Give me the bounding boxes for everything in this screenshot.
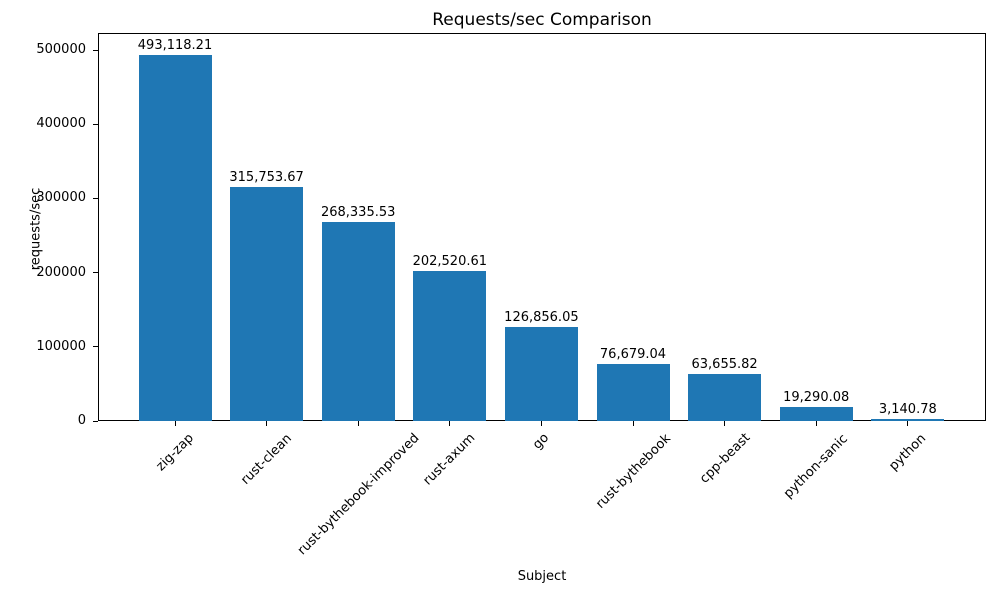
x-tick-mark [174,421,176,426]
y-tick-label: 200000 [36,264,86,280]
y-tick-mark [93,123,98,125]
bar-rust-axum [413,270,487,421]
bar-rust-clean [230,186,304,421]
y-tick-mark [93,272,98,274]
x-tick-label: rust-clean [238,430,295,488]
bar-value-label: 268,335.53 [320,204,396,220]
x-tick-mark [815,421,817,426]
bar-rust-bythebook-improved [321,221,395,421]
x-tick-label: rust-axum [420,431,479,489]
x-tick-label: cpp-beast [696,430,753,488]
x-tick-label: python-sanic [781,431,852,501]
x-tick-mark [632,421,634,426]
y-tick-mark [93,420,98,422]
bar-value-label: 315,753.67 [229,169,304,185]
bar-value-label: 493,118.21 [137,38,213,54]
y-tick-mark [93,346,98,348]
x-tick-mark [907,421,909,426]
bar-go [504,326,578,421]
bar-cpp-beast [688,373,762,421]
y-tick-label: 100000 [36,338,86,354]
plot-area: 493,118.21 315,753.67 268,335.53 202,520.61… [98,33,986,421]
bar-python-sanic [779,406,853,421]
y-tick-label: 500000 [36,42,86,58]
bar-value-label: 76,679.04 [599,347,667,363]
bar-rust-bythebook [596,364,670,421]
x-tick-mark [540,421,542,426]
bar-value-label: 19,290.08 [783,389,850,405]
bar-value-label: 63,655.82 [691,356,758,372]
x-tick-label: zig-zap [153,430,197,475]
chart-title: Requests/sec Comparison [432,10,652,30]
x-tick-mark [724,421,726,426]
bar-python [871,418,945,421]
bar-value-label: 202,520.61 [412,253,488,269]
y-tick-mark [93,49,98,51]
y-tick-mark [93,197,98,199]
x-tick-mark [266,421,268,426]
y-tick-label: 0 [77,413,86,428]
x-tick-mark [357,421,359,426]
x-tick-label: rust-bythebook-improved [294,430,423,559]
x-tick-label: rust-bythebook [592,430,674,512]
bar-zig-zap [138,55,212,421]
x-tick-mark [449,421,451,426]
x-axis-label: Subject [517,569,567,584]
bar-value-label: 126,856.05 [504,309,579,325]
x-tick-label: go [530,430,553,453]
bar-value-label: 3,140.78 [878,401,937,417]
y-tick-label: 300000 [36,190,86,206]
y-tick-label: 400000 [36,116,86,132]
x-tick-label: python [886,430,930,474]
